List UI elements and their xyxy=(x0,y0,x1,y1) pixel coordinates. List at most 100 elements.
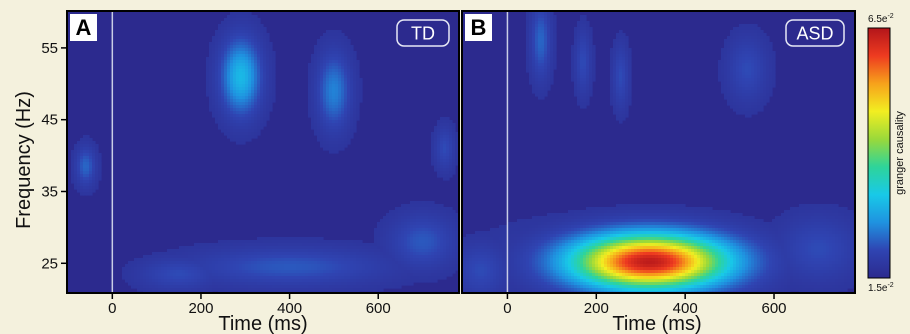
heatmap-cell xyxy=(74,156,78,160)
heatmap-cell xyxy=(224,30,228,34)
heatmap-cell xyxy=(320,114,324,118)
heatmap-cell xyxy=(751,96,755,100)
heatmap-cell xyxy=(227,117,231,121)
heatmap-cell xyxy=(146,285,150,289)
heatmap-cell xyxy=(260,273,264,277)
heatmap-cell xyxy=(362,258,366,262)
heatmap-cell xyxy=(583,84,587,88)
heatmap-cell xyxy=(526,69,530,73)
heatmap-cell xyxy=(194,255,198,259)
heatmap-cell xyxy=(625,78,629,82)
heatmap-cell xyxy=(398,207,402,211)
heatmap-cell xyxy=(586,33,590,37)
heatmap-cell xyxy=(245,33,249,37)
heatmap-cell xyxy=(553,45,557,49)
heatmap-cell xyxy=(206,252,210,256)
heatmap-cell xyxy=(224,18,228,22)
heatmap-cell xyxy=(326,147,330,151)
heatmap-cell xyxy=(269,108,273,112)
heatmap-cell xyxy=(263,84,267,88)
heatmap-cell xyxy=(580,66,584,70)
heatmap-cell xyxy=(323,261,327,265)
heatmap-cell xyxy=(167,276,171,280)
heatmap-cell xyxy=(326,66,330,70)
heatmap-cell xyxy=(443,255,447,259)
heatmap-cell xyxy=(326,252,330,256)
heatmap-cell xyxy=(311,282,315,286)
heatmap-cell xyxy=(446,228,450,232)
heatmap-cell xyxy=(278,252,282,256)
heatmap-cell xyxy=(146,276,150,280)
heatmap-cell xyxy=(437,273,441,277)
heatmap-cell xyxy=(748,33,752,37)
heatmap-cell xyxy=(577,96,581,100)
heatmap-cell xyxy=(164,276,168,280)
heatmap-cell xyxy=(727,57,731,61)
heatmap-cell xyxy=(305,252,309,256)
heatmap-cell xyxy=(538,96,542,100)
heatmap-cell xyxy=(353,279,357,283)
heatmap-cell xyxy=(245,90,249,94)
heatmap-cell xyxy=(766,90,770,94)
heatmap-cell xyxy=(610,96,614,100)
heatmap-cell xyxy=(221,267,225,271)
heatmap-cell xyxy=(353,93,357,97)
x-tick-label: 200 xyxy=(188,300,213,317)
heatmap-cell xyxy=(266,96,270,100)
heatmap-cell xyxy=(553,33,557,37)
heatmap-cell xyxy=(221,69,225,73)
heatmap-cell xyxy=(311,63,315,67)
heatmap-cell xyxy=(374,252,378,256)
heatmap-cell xyxy=(74,165,78,169)
heatmap-cell xyxy=(224,264,228,268)
heatmap-cell xyxy=(128,279,132,283)
heatmap-cell xyxy=(745,105,749,109)
heatmap-cell xyxy=(239,288,243,292)
heatmap-cell xyxy=(245,246,249,250)
heatmap-cell xyxy=(571,75,575,79)
heatmap-cell xyxy=(233,42,237,46)
heatmap-cell xyxy=(158,261,162,265)
heatmap-cell xyxy=(350,105,354,109)
heatmap-cell xyxy=(673,204,677,208)
heatmap-cell xyxy=(311,96,315,100)
heatmap-cell xyxy=(589,54,593,58)
heatmap-cell xyxy=(332,93,336,97)
heatmap-cell xyxy=(248,240,252,244)
heatmap-cell xyxy=(745,48,749,52)
heatmap-cell xyxy=(452,231,456,235)
heatmap-cell xyxy=(416,270,420,274)
heatmap-cell xyxy=(434,141,438,145)
heatmap-cell xyxy=(368,252,372,256)
heatmap-cell xyxy=(185,285,189,289)
heatmap-cell xyxy=(326,39,330,43)
heatmap-cell xyxy=(407,276,411,280)
heatmap-cell xyxy=(266,240,270,244)
heatmap-cell xyxy=(284,264,288,268)
heatmap-cell xyxy=(317,126,321,130)
heatmap-cell xyxy=(541,45,545,49)
heatmap-cell xyxy=(143,276,147,280)
heatmap-cell xyxy=(269,84,273,88)
heatmap-cell xyxy=(763,87,767,91)
heatmap-cell xyxy=(739,81,743,85)
heatmap-cell xyxy=(188,252,192,256)
heatmap-cell xyxy=(152,252,156,256)
heatmap-cell xyxy=(392,231,396,235)
heatmap-cell xyxy=(74,147,78,151)
heatmap-cell xyxy=(269,282,273,286)
heatmap-cell xyxy=(383,246,387,250)
panel-b: B ASD 0 200 400 600 Time (ms) xyxy=(461,10,856,334)
heatmap-cell xyxy=(733,105,737,109)
heatmap-cell xyxy=(299,285,303,289)
heatmap-cell xyxy=(616,84,620,88)
heatmap-cell xyxy=(263,288,267,292)
heatmap-cell xyxy=(158,270,162,274)
heatmap-cell xyxy=(332,243,336,247)
heatmap-cell xyxy=(443,156,447,160)
heatmap-cell xyxy=(538,66,542,70)
heatmap-cell xyxy=(410,243,414,247)
heatmap-cell xyxy=(428,228,432,232)
heatmap-cell xyxy=(383,258,387,262)
heatmap-cell xyxy=(209,288,213,292)
